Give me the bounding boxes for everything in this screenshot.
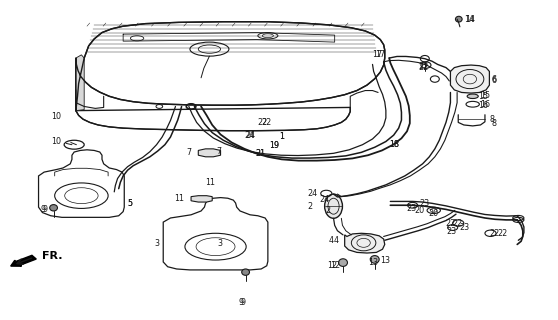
Polygon shape xyxy=(198,149,220,157)
Polygon shape xyxy=(39,150,124,217)
Text: 22: 22 xyxy=(418,63,429,72)
Text: 20: 20 xyxy=(415,206,425,215)
Text: 22: 22 xyxy=(418,62,429,71)
Polygon shape xyxy=(191,196,212,202)
Text: 7: 7 xyxy=(186,148,191,157)
Polygon shape xyxy=(450,65,489,93)
Text: 23: 23 xyxy=(406,204,416,213)
Text: 5: 5 xyxy=(128,199,133,208)
Text: 12: 12 xyxy=(330,261,340,270)
Text: 22: 22 xyxy=(497,229,507,238)
Text: 3: 3 xyxy=(155,239,160,248)
Text: 24: 24 xyxy=(308,189,318,198)
Text: 17: 17 xyxy=(373,50,383,59)
Text: 21: 21 xyxy=(256,149,266,158)
Text: 23: 23 xyxy=(459,223,469,232)
Text: 11: 11 xyxy=(175,194,184,203)
Text: 22: 22 xyxy=(261,118,271,127)
Text: 13: 13 xyxy=(368,258,378,267)
Text: 15: 15 xyxy=(480,91,490,100)
Text: 22: 22 xyxy=(258,118,268,127)
Text: 16: 16 xyxy=(480,100,490,109)
Text: 13: 13 xyxy=(381,256,390,265)
Text: 23: 23 xyxy=(446,227,456,236)
Text: FR.: FR. xyxy=(42,251,63,260)
Text: 2: 2 xyxy=(307,202,312,211)
Text: 24: 24 xyxy=(246,131,256,140)
Ellipse shape xyxy=(371,256,379,263)
Text: 22: 22 xyxy=(489,229,499,238)
Text: 6: 6 xyxy=(492,76,497,85)
Text: 8: 8 xyxy=(492,119,497,128)
Text: 24: 24 xyxy=(320,195,330,204)
Text: 19: 19 xyxy=(269,141,279,150)
Text: 9: 9 xyxy=(240,298,245,307)
Text: 6: 6 xyxy=(492,75,497,84)
Ellipse shape xyxy=(455,16,462,22)
Ellipse shape xyxy=(325,194,343,218)
Polygon shape xyxy=(345,233,385,253)
Text: 4: 4 xyxy=(329,236,334,245)
Text: 10: 10 xyxy=(51,137,61,146)
Ellipse shape xyxy=(242,269,249,275)
Text: 8: 8 xyxy=(489,115,494,124)
Text: 7: 7 xyxy=(217,147,222,156)
Text: 14: 14 xyxy=(464,15,474,24)
Polygon shape xyxy=(163,197,268,270)
Text: 5: 5 xyxy=(128,199,133,208)
Text: 2: 2 xyxy=(325,206,330,215)
Text: 19: 19 xyxy=(269,141,279,150)
Polygon shape xyxy=(76,22,385,131)
Text: 9: 9 xyxy=(42,205,47,214)
Text: 21: 21 xyxy=(256,149,266,158)
Text: 3: 3 xyxy=(218,239,223,248)
Text: 10: 10 xyxy=(51,112,61,121)
FancyArrow shape xyxy=(11,255,36,266)
Text: 18: 18 xyxy=(389,140,399,149)
Ellipse shape xyxy=(467,94,478,99)
Text: 15: 15 xyxy=(478,92,488,101)
Text: 22: 22 xyxy=(453,219,463,228)
Text: 16: 16 xyxy=(478,101,488,110)
Text: 4: 4 xyxy=(334,236,339,245)
Text: 1: 1 xyxy=(279,132,284,140)
Ellipse shape xyxy=(50,204,57,211)
Text: 14: 14 xyxy=(465,15,475,24)
Text: 18: 18 xyxy=(389,140,399,149)
Text: 9: 9 xyxy=(239,298,244,307)
Text: 22: 22 xyxy=(446,219,456,228)
Text: 12: 12 xyxy=(327,261,337,270)
Text: 1: 1 xyxy=(279,132,284,140)
Text: 17: 17 xyxy=(375,50,385,59)
Text: 9: 9 xyxy=(40,205,45,214)
Text: 23: 23 xyxy=(419,199,430,208)
Text: 24: 24 xyxy=(244,131,254,140)
Polygon shape xyxy=(76,55,84,111)
Ellipse shape xyxy=(339,259,348,267)
Text: 20: 20 xyxy=(428,209,438,218)
Text: 11: 11 xyxy=(205,178,215,187)
